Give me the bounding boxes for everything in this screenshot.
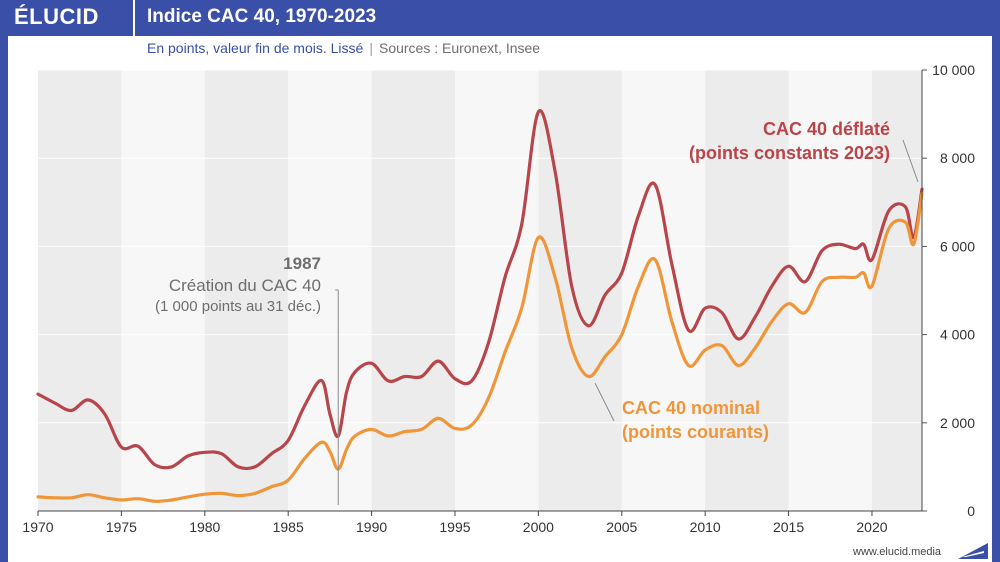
annotation-text: (1 000 points au 31 déc.): [155, 298, 321, 315]
series-label-leader-deflated: [902, 139, 919, 183]
series-label-nominal-sub: (points courants): [622, 422, 769, 442]
series-label-leader-nominal: [594, 382, 615, 422]
annotation-group: 1987 Création du CAC 40 (1 000 points au 3…: [155, 254, 339, 505]
y-tick-label: 6 000: [940, 238, 975, 254]
y-tick-label: 2 000: [940, 415, 975, 431]
brand-mark-icon: [958, 543, 988, 559]
x-tick-label: 1975: [106, 519, 137, 535]
background-bands: [38, 70, 922, 511]
background-band: [788, 70, 872, 511]
x-tick-label: 1970: [22, 519, 53, 535]
background-band: [371, 70, 455, 511]
axes: 0 2 000 4 000 6 000 8 000 10 000 1970 1975 1980 1…: [22, 62, 975, 535]
background-band: [204, 70, 289, 511]
x-tick-label: 2015: [773, 519, 804, 535]
series-label-nominal: CAC 40 nominal: [622, 398, 760, 418]
right-frame-rule: [992, 36, 1000, 562]
chart-title: Indice CAC 40, 1970-2023: [147, 6, 377, 27]
x-tick-label: 2005: [606, 519, 637, 535]
background-band: [38, 70, 122, 511]
y-tick-label: 0: [967, 503, 975, 519]
header-bar: ÉLUCID Indice CAC 40, 1970-2023: [0, 0, 1000, 36]
x-tick-label: 1985: [273, 519, 304, 535]
x-tick-label: 1995: [439, 519, 470, 535]
gridlines: [38, 69, 922, 424]
subtitle-separator: |: [369, 40, 373, 56]
annotation-text: Création du CAC 40: [169, 276, 321, 295]
background-band: [871, 70, 922, 511]
y-tick-label: 10 000: [932, 62, 975, 78]
series-line-nominal: [36, 191, 924, 503]
brand-logo: ÉLUCID: [14, 4, 99, 29]
left-frame-rule: [0, 36, 8, 562]
background-band: [121, 70, 205, 511]
subtitle-row: En points, valeur fin de mois. Lissé | Sou…: [147, 40, 540, 56]
y-tick-label: 4 000: [940, 327, 975, 343]
background-band: [705, 70, 789, 511]
footer-url[interactable]: www.elucid.media: [853, 546, 942, 558]
header-divider: [133, 0, 135, 36]
x-tick-label: 2020: [856, 519, 887, 535]
y-tick-label: 8 000: [940, 150, 975, 166]
series-labels: CAC 40 déflaté (points constants 2023) CAC…: [594, 119, 919, 442]
x-tick-label: 1980: [189, 519, 220, 535]
x-tick-label: 2000: [523, 519, 554, 535]
chart-subtitle: En points, valeur fin de mois. Lissé: [147, 40, 364, 56]
chart-sources: Sources : Euronext, Insee: [378, 40, 541, 56]
x-tick-label: 1990: [356, 519, 387, 535]
series-line-deflated: [36, 109, 924, 471]
x-tick-label: 2010: [690, 519, 721, 535]
background-band: [288, 70, 372, 511]
series-lines: [36, 109, 924, 503]
series-label-deflated-sub: (points constants 2023): [689, 143, 890, 163]
series-label-deflated: CAC 40 déflaté: [763, 119, 890, 139]
annotation-year: 1987: [283, 254, 321, 273]
